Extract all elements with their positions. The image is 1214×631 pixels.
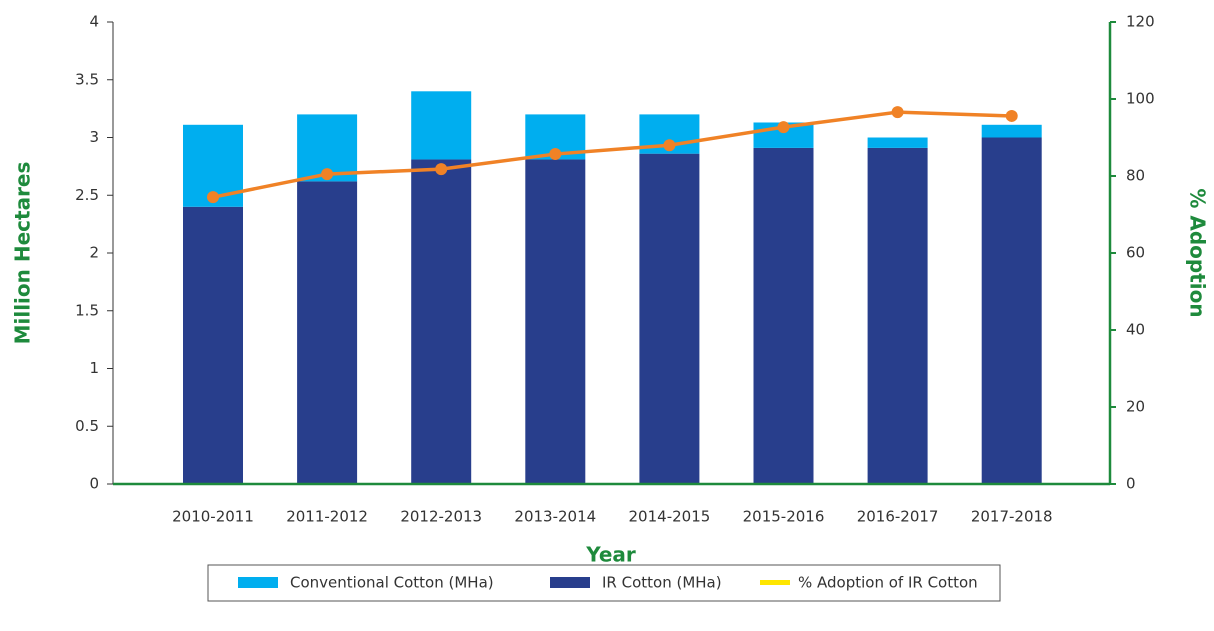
- y-tick-label: 4: [89, 13, 99, 31]
- bar: [525, 159, 586, 484]
- y2-tick-label: 20: [1126, 398, 1145, 416]
- legend-box: [207, 564, 1001, 602]
- y2-tick-label: 40: [1126, 321, 1145, 339]
- x-tick-label: 2010-2011: [172, 508, 254, 526]
- line-point: [549, 148, 562, 161]
- x-tick-label: 2013-2014: [514, 508, 596, 526]
- x-tick-label: 2015-2016: [743, 508, 825, 526]
- y-axis-title: Million Hectares: [11, 162, 35, 345]
- bar: [297, 181, 358, 484]
- y-tick-label: 2: [89, 244, 99, 262]
- bar: [981, 124, 1042, 138]
- line-point: [321, 168, 334, 181]
- legend-label: % Adoption of IR Cotton: [798, 574, 978, 592]
- y2-tick-label: 60: [1126, 244, 1145, 262]
- y2-tick-label: 80: [1126, 167, 1145, 185]
- line-point: [663, 139, 676, 152]
- legend-swatch: [550, 577, 590, 588]
- y2-tick-label: 100: [1126, 90, 1155, 108]
- bar: [867, 147, 928, 484]
- y-tick-label: 0.5: [75, 417, 99, 435]
- y-tick-label: 2.5: [75, 186, 99, 204]
- y2-tick-label: 120: [1126, 13, 1155, 31]
- legend-label: IR Cotton (MHa): [602, 574, 722, 592]
- bar: [867, 137, 928, 148]
- bar: [183, 206, 243, 485]
- x-tick-label: 2011-2012: [286, 508, 368, 526]
- bar: [411, 91, 472, 160]
- x-axis-title: Year: [585, 543, 636, 567]
- x-tick-label: 2017-2018: [971, 508, 1053, 526]
- line-point: [207, 191, 219, 204]
- bar: [981, 137, 1042, 484]
- y2-tick-label: 0: [1126, 475, 1136, 493]
- line-point: [1005, 109, 1018, 122]
- y-tick-label: 1: [89, 359, 99, 377]
- x-tick-label: 2016-2017: [857, 508, 939, 526]
- line-series: [212, 110, 1012, 199]
- line-point: [891, 106, 904, 119]
- line-point: [435, 163, 448, 176]
- line-point: [777, 121, 790, 134]
- bar: [753, 147, 814, 484]
- legend-label: Conventional Cotton (MHa): [290, 574, 494, 592]
- bar: [639, 153, 700, 485]
- legend-swatch: [238, 577, 278, 588]
- x-tick-label: 2012-2013: [400, 508, 482, 526]
- legend-swatch: [760, 580, 790, 585]
- y2-axis-title: % Adoption: [1186, 188, 1210, 317]
- x-tick-label: 2014-2015: [629, 508, 711, 526]
- y-tick-label: 0: [89, 475, 99, 493]
- y-tick-label: 1.5: [75, 301, 99, 319]
- y-tick-label: 3.5: [75, 70, 99, 88]
- bar: [411, 159, 472, 484]
- y-tick-label: 3: [89, 128, 99, 146]
